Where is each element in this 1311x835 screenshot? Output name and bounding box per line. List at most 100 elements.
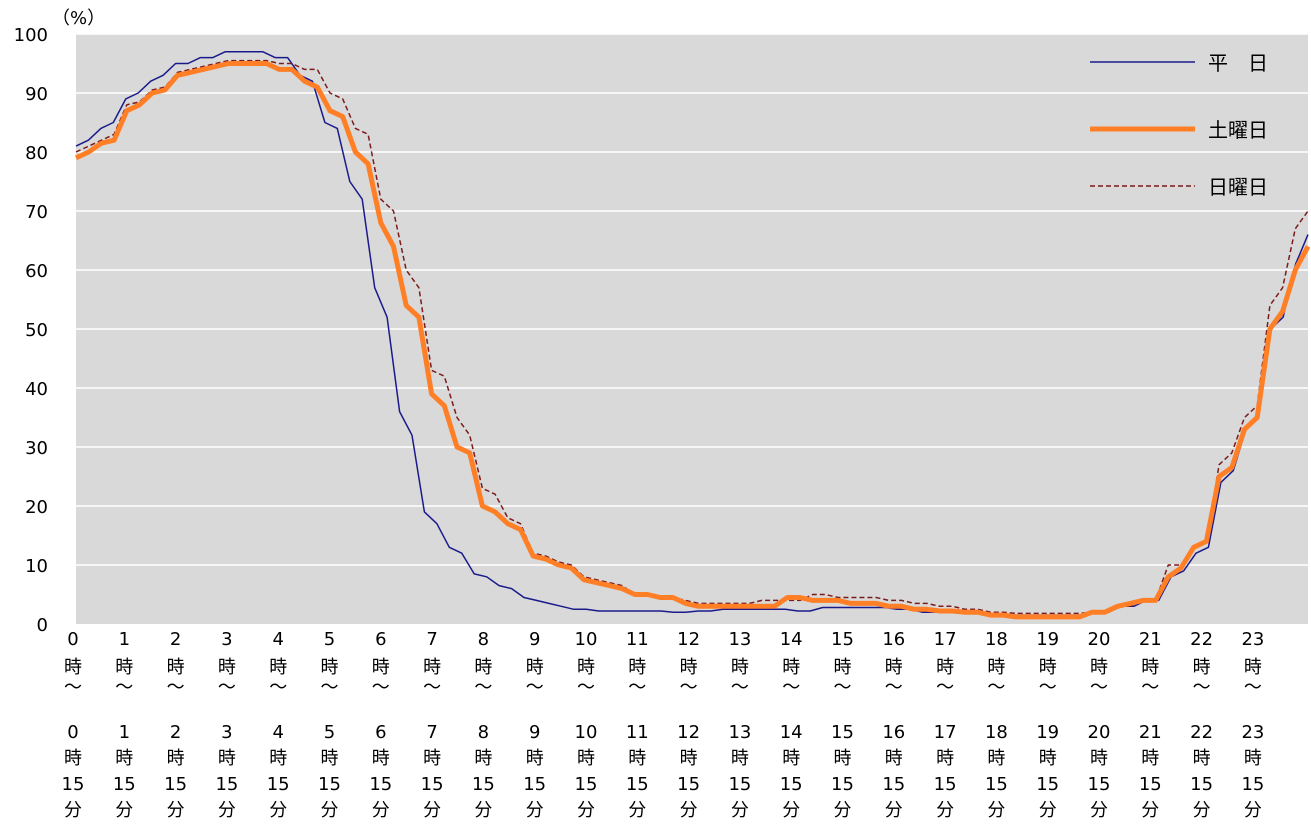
x-start-label: 〜 (218, 677, 236, 698)
x-end-label: 時 (1193, 748, 1211, 769)
x-end-label: 分 (782, 800, 800, 821)
y-tick-label: 80 (25, 143, 48, 164)
x-end-label: 2 (170, 722, 181, 743)
x-start-label: 〜 (115, 677, 133, 698)
x-start-label: 13 (728, 629, 751, 650)
y-tick-label: 30 (25, 438, 48, 459)
x-end-label: 16 (882, 722, 905, 743)
x-end-label: 14 (780, 722, 803, 743)
x-end-label: 分 (731, 800, 749, 821)
x-end-label: 15 (164, 774, 187, 795)
x-start-label: 〜 (885, 677, 903, 698)
x-start-label: 〜 (1039, 677, 1057, 698)
x-end-label: 時 (526, 748, 544, 769)
x-end-label: 15 (575, 774, 598, 795)
x-end-label: 分 (628, 800, 646, 821)
x-end-label: 分 (1141, 800, 1159, 821)
x-start-label: 時 (885, 657, 903, 678)
x-start-label: 23 (1241, 629, 1264, 650)
x-start-label: 11 (626, 629, 649, 650)
x-start-label: 時 (372, 657, 390, 678)
x-end-label: 1 (119, 722, 130, 743)
x-end-label: 13 (728, 722, 751, 743)
x-end-label: 時 (577, 748, 595, 769)
x-end-label: 時 (782, 748, 800, 769)
x-start-label: 22 (1190, 629, 1213, 650)
x-end-label: 時 (218, 748, 236, 769)
x-end-label: 分 (372, 800, 390, 821)
x-end-label: 15 (318, 774, 341, 795)
x-end-label: 8 (478, 722, 489, 743)
x-start-label: 9 (529, 629, 540, 650)
y-tick-label: 50 (25, 320, 48, 341)
x-start-label: 17 (934, 629, 957, 650)
y-tick-label: 90 (25, 84, 48, 105)
x-start-label: 8 (478, 629, 489, 650)
series-line-2 (74, 61, 1311, 620)
x-start-label: 時 (321, 657, 339, 678)
x-start-label: 14 (780, 629, 803, 650)
x-start-label: 〜 (628, 677, 646, 698)
x-start-label: 時 (834, 657, 852, 678)
y-axis-unit: （%） (52, 8, 105, 29)
x-end-label: 分 (269, 800, 287, 821)
x-start-label: 5 (324, 629, 335, 650)
x-end-label: 15 (780, 774, 803, 795)
x-start-label: 時 (987, 657, 1005, 678)
x-start-label: 時 (731, 657, 749, 678)
x-end-label: 時 (1244, 748, 1262, 769)
x-start-label: 〜 (526, 677, 544, 698)
x-end-label: 時 (474, 748, 492, 769)
x-start-label: 〜 (423, 677, 441, 698)
legend-label-1: 平 日 (1208, 51, 1268, 75)
x-end-label: 分 (1244, 800, 1262, 821)
y-tick-label: 20 (25, 497, 48, 518)
x-end-label: 時 (885, 748, 903, 769)
x-end-label: 15 (421, 774, 444, 795)
x-end-label: 時 (936, 748, 954, 769)
x-start-label: 10 (575, 629, 598, 650)
x-end-label: 15 (728, 774, 751, 795)
x-end-label: 分 (64, 800, 82, 821)
x-end-label: 9 (529, 722, 540, 743)
x-end-label: 5 (324, 722, 335, 743)
x-end-label: 21 (1139, 722, 1162, 743)
x-end-label: 15 (113, 774, 136, 795)
x-start-label: 12 (677, 629, 700, 650)
x-start-label: 〜 (1090, 677, 1108, 698)
x-end-label: 11 (626, 722, 649, 743)
x-end-label: 分 (680, 800, 698, 821)
x-end-label: 20 (1088, 722, 1111, 743)
x-end-label: 15 (472, 774, 495, 795)
x-end-label: 15 (1139, 774, 1162, 795)
x-start-label: 2 (170, 629, 181, 650)
x-end-label: 6 (375, 722, 386, 743)
x-start-label: 時 (64, 657, 82, 678)
x-start-label: 1 (119, 629, 130, 650)
x-start-label: 〜 (680, 677, 698, 698)
x-end-label: 時 (115, 748, 133, 769)
x-start-label: 時 (1039, 657, 1057, 678)
legend-label-3: 日曜日 (1208, 175, 1268, 199)
x-start-label: 時 (1244, 657, 1262, 678)
x-start-label: 〜 (1141, 677, 1159, 698)
x-end-label: 時 (987, 748, 1005, 769)
x-end-label: 15 (1241, 774, 1264, 795)
x-start-label: 〜 (834, 677, 852, 698)
x-end-label: 時 (1039, 748, 1057, 769)
x-end-label: 時 (1141, 748, 1159, 769)
x-start-label: 〜 (372, 677, 390, 698)
y-tick-label: 40 (25, 379, 48, 400)
x-start-label: 〜 (936, 677, 954, 698)
x-start-label: 〜 (64, 677, 82, 698)
x-start-label: 0 (67, 629, 78, 650)
x-end-label: 時 (731, 748, 749, 769)
x-start-label: 19 (1036, 629, 1059, 650)
x-end-label: 15 (985, 774, 1008, 795)
x-start-label: 〜 (731, 677, 749, 698)
x-end-label: 15 (523, 774, 546, 795)
x-end-label: 15 (62, 774, 85, 795)
x-start-label: 20 (1088, 629, 1111, 650)
x-start-label: 〜 (269, 677, 287, 698)
